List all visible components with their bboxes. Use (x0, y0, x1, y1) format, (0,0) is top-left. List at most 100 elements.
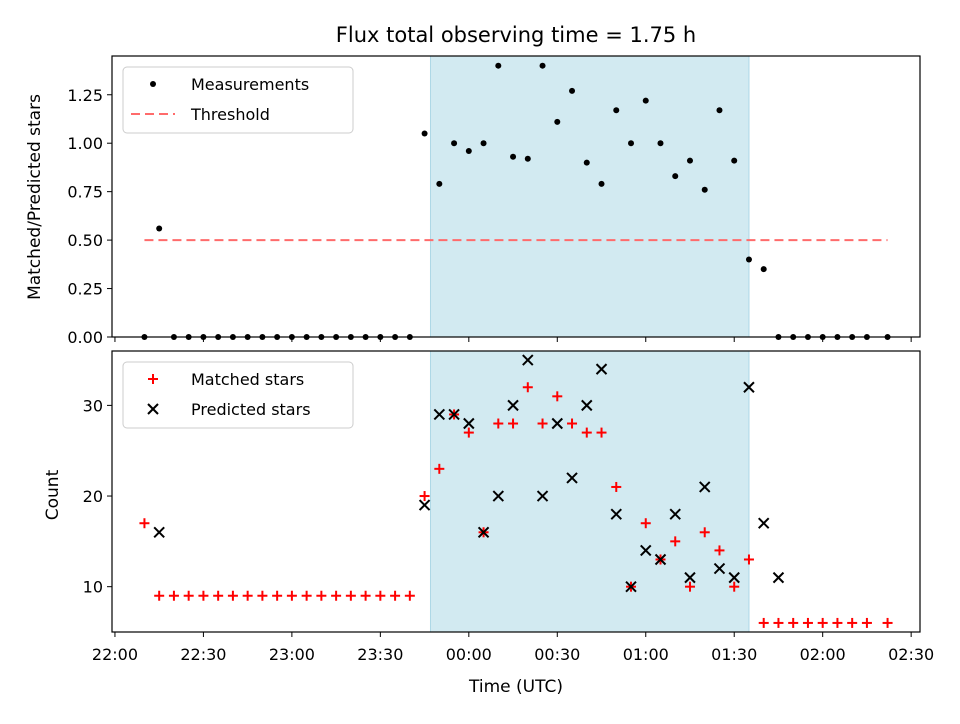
bottom-x-tick-label: 22:30 (180, 645, 226, 664)
bottom-x-point (772, 571, 785, 584)
top-dot-point (701, 186, 708, 193)
bottom-x-point-stroke (418, 499, 431, 511)
bottom-x-point-stroke (595, 363, 608, 375)
bottom-x-point-stroke (433, 408, 446, 421)
top-y-tick-label: 0.50 (67, 231, 103, 250)
bottom-legend-marker (147, 403, 159, 415)
bottom-x-point-stroke (492, 490, 505, 502)
bottom-plus-point (301, 590, 312, 601)
top-dot-point (642, 97, 649, 104)
bottom-panel: 10 20 30 22:00 22:30 23:00 23:30 00:00 00:30 01:0… (83, 350, 934, 664)
bottom-x-point (684, 571, 696, 584)
bottom-x-point-stroke (448, 408, 460, 421)
bottom-x-point (566, 472, 578, 484)
bottom-x-point-stroke (654, 553, 667, 566)
bottom-plus-point (213, 590, 224, 601)
bottom-plus-point (331, 590, 342, 601)
bottom-plus-point (272, 590, 283, 601)
bottom-plus-point (183, 590, 194, 601)
bottom-x-tick-label: 00:00 (446, 645, 492, 664)
bottom-plus-point (360, 590, 371, 601)
bottom-y-axis-label: Count (43, 469, 63, 520)
bottom-x-point (581, 399, 593, 412)
bottom-x-tick-label: 02:00 (800, 645, 846, 664)
bottom-plus-point (404, 590, 415, 601)
bottom-plus-point (257, 590, 268, 601)
bottom-plus-point (390, 590, 401, 601)
bottom-x-point-stroke (536, 490, 549, 502)
bottom-x-point-stroke (153, 526, 165, 538)
bottom-x-point-stroke (507, 399, 519, 412)
bottom-x-point-stroke (566, 472, 578, 484)
bottom-x-point-stroke (640, 544, 652, 557)
bottom-legend-label: Predicted stars (191, 400, 311, 419)
bottom-x-tick-label: 00:30 (534, 645, 580, 664)
bottom-x-point (153, 526, 165, 538)
top-legend-box (122, 66, 354, 134)
bottom-x-point-stroke (772, 571, 785, 584)
bottom-plus-point (684, 581, 695, 592)
top-panel: 0.00 0.25 0.50 0.75 1.00 1.25 Measurements Thre… (67, 55, 921, 347)
bottom-plus-point (316, 590, 327, 601)
bottom-legend-marker-stroke (147, 403, 159, 415)
top-dot-point (451, 140, 458, 147)
bottom-x-point (610, 508, 622, 520)
bottom-x-point (728, 571, 740, 584)
top-dot-point (583, 159, 590, 166)
top-observing-window (429, 55, 750, 338)
top-dot-point (421, 130, 428, 137)
top-dot-point (598, 180, 605, 187)
bottom-x-tick-label: 23:00 (269, 645, 315, 664)
bottom-x-point-stroke (610, 508, 622, 520)
bottom-x-point (758, 517, 770, 529)
bottom-plus-point (861, 617, 872, 628)
bottom-plus-point (493, 418, 504, 429)
bottom-plus-point (802, 617, 813, 628)
bottom-x-point (669, 508, 681, 520)
bottom-x-point (625, 580, 637, 593)
bottom-x-tick-label: 23:30 (357, 645, 403, 664)
bottom-plus-point (537, 418, 548, 429)
bottom-plus-point (611, 481, 622, 492)
bottom-x-point-stroke (625, 580, 637, 593)
bottom-legend-label: Matched stars (191, 370, 304, 389)
bottom-x-point-stroke (684, 571, 696, 584)
bottom-x-point (536, 490, 549, 502)
bottom-x-point-stroke (522, 354, 534, 366)
bottom-x-point (463, 417, 475, 430)
top-dot-point (495, 62, 502, 69)
bottom-x-point-stroke (669, 508, 681, 520)
bottom-x-point (713, 562, 726, 575)
bottom-x-point-stroke (728, 571, 740, 584)
bottom-plus-point (154, 590, 165, 601)
bottom-x-tick-label: 02:30 (888, 645, 934, 664)
bottom-x-point-stroke (713, 562, 726, 575)
top-dot-point (716, 107, 723, 114)
bottom-plus-point (286, 590, 297, 601)
bottom-plus-point (788, 617, 799, 628)
bottom-plus-point (670, 536, 681, 547)
bottom-legend-box (122, 361, 354, 429)
bottom-x-point (418, 499, 431, 511)
bottom-legend-marker (148, 374, 158, 384)
bottom-y-tick-label: 20 (83, 487, 103, 506)
bottom-x-point (507, 399, 519, 412)
bottom-x-point-stroke (758, 517, 770, 529)
top-dot-point (436, 180, 443, 187)
bottom-plus-point (581, 427, 592, 438)
top-dot-point (731, 157, 738, 164)
bottom-plus-point (714, 545, 725, 556)
top-dot-point (760, 266, 767, 273)
bottom-plus-point (375, 590, 386, 601)
top-y-tick-label: 0.25 (67, 280, 103, 299)
top-dot-point (569, 87, 576, 94)
top-y-tick-label: 1.25 (67, 86, 103, 105)
bottom-x-point (492, 490, 505, 502)
bottom-x-tick-label: 22:00 (92, 645, 138, 664)
bottom-plus-point (522, 382, 533, 393)
bottom-plus-point (227, 590, 238, 601)
bottom-x-point-stroke (743, 381, 755, 393)
top-dot-point (554, 118, 561, 125)
bottom-x-point-stroke (477, 526, 490, 538)
bottom-x-point (743, 381, 755, 393)
